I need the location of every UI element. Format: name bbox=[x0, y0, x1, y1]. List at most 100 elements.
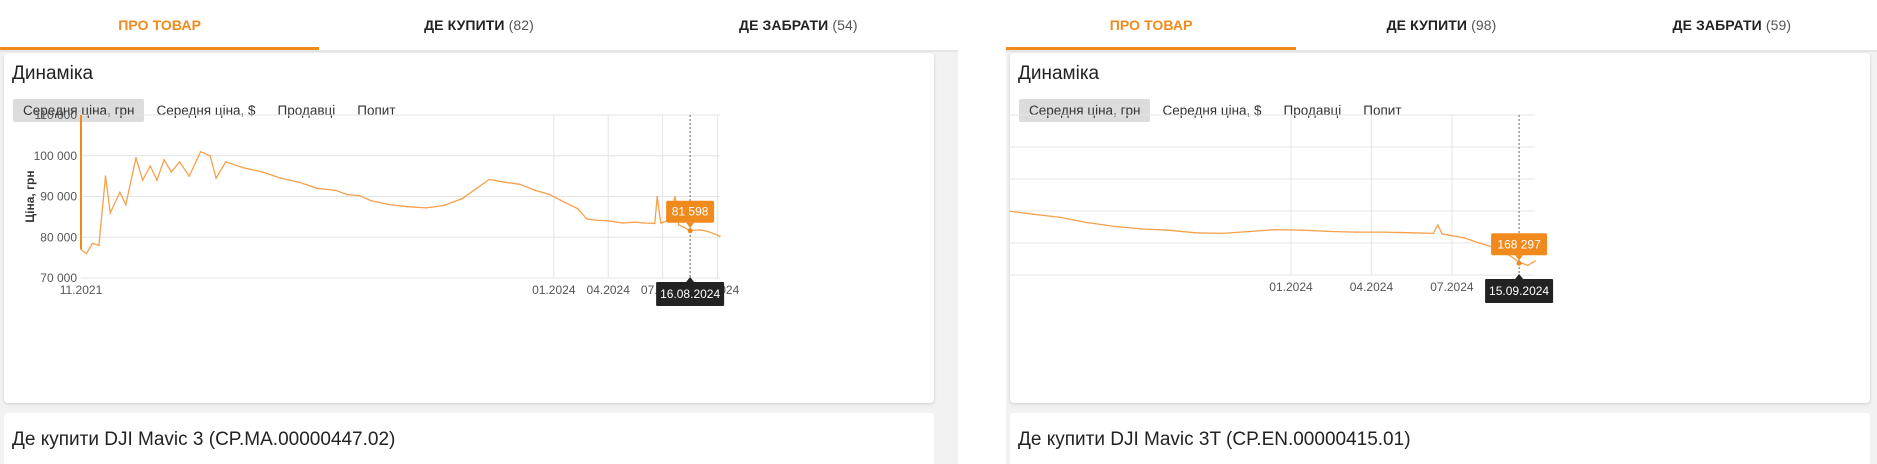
series-point bbox=[677, 224, 680, 226]
tab-count: (54) bbox=[832, 17, 858, 33]
series-point bbox=[548, 193, 551, 196]
series-point bbox=[1329, 230, 1332, 233]
series-line bbox=[80, 150, 721, 255]
y-tick-label: 80 000 bbox=[40, 230, 77, 244]
series-point bbox=[199, 150, 202, 153]
tab-count: (82) bbox=[508, 17, 534, 33]
tab-divider bbox=[0, 50, 958, 52]
series-point bbox=[1355, 231, 1358, 233]
series-point bbox=[388, 203, 391, 206]
dynamics-card: Динаміка Середня ціна, грн Середня ціна,… bbox=[4, 53, 934, 403]
series-point bbox=[1463, 237, 1466, 239]
series-point bbox=[461, 197, 464, 200]
series-point bbox=[358, 194, 361, 197]
where-to-buy-card: Де купити DJI Mavic 3T (CP.EN.00000415.0… bbox=[1010, 413, 1870, 464]
demand-button[interactable]: Попит bbox=[1363, 103, 1402, 118]
series-point bbox=[1059, 216, 1062, 219]
series-point bbox=[1113, 225, 1115, 228]
dynamics-card: Динаміка Середня ціна, грн Середня ціна,… bbox=[1010, 53, 1870, 403]
series-point bbox=[1275, 228, 1277, 231]
tab-where-to-buy[interactable]: ДЕ КУПИТИ (98) bbox=[1386, 17, 1497, 33]
avg-price-usd-button[interactable]: Середня ціна, $ bbox=[156, 103, 256, 118]
demand-button[interactable]: Попит bbox=[357, 103, 396, 118]
series-point bbox=[224, 161, 227, 163]
price-chart[interactable]: 150 000200 000250 000300 000350 000400 0… bbox=[1010, 53, 1870, 403]
date-tooltip-arrow bbox=[686, 277, 695, 282]
series-point bbox=[518, 183, 521, 186]
series-point bbox=[316, 187, 318, 190]
avg-price-uah-button[interactable]: Середня ціна, грн bbox=[1019, 99, 1151, 122]
series-point bbox=[406, 205, 409, 208]
price-chart[interactable]: 70 000 80 000 90 000 100 000 110 000 11.2021 0… bbox=[4, 53, 934, 403]
series-point bbox=[1534, 260, 1536, 262]
series-point bbox=[104, 175, 107, 177]
where-to-buy-card: Де купити DJI Mavic 3 (CP.MA.00000447.02… bbox=[4, 413, 934, 464]
series-point bbox=[170, 171, 173, 173]
x-tick-label: 01.2024 bbox=[532, 283, 576, 297]
value-tooltip-text: 168 297 bbox=[1497, 237, 1541, 251]
series-point bbox=[576, 207, 579, 210]
tab-about-product[interactable]: ПРО ТОВАР bbox=[1006, 0, 1297, 50]
y-tick-label: 70 000 bbox=[40, 271, 77, 285]
tab-bar: ПРО ТОВАР ДЕ КУПИТИ (82) ДЕ ЗАБРАТИ (54) bbox=[0, 0, 958, 50]
series-point bbox=[643, 222, 646, 224]
series-point bbox=[1441, 233, 1443, 235]
card-title: Динаміка bbox=[1018, 63, 1100, 84]
avg-price-uah-button[interactable]: Середня ціна, грн bbox=[13, 99, 145, 122]
chart-grid bbox=[81, 114, 720, 279]
value-tooltip bbox=[666, 200, 715, 223]
y-tick-label: 90 000 bbox=[40, 190, 77, 204]
series-point bbox=[370, 199, 372, 202]
tab-pickup[interactable]: ДЕ ЗАБРАТИ (59) bbox=[1672, 17, 1792, 33]
date-tooltip-arrow bbox=[1515, 274, 1524, 279]
tab-pickup[interactable]: ДЕ ЗАБРАТИ (54) bbox=[739, 17, 858, 33]
series-point bbox=[163, 159, 165, 161]
series-point bbox=[261, 171, 264, 173]
series-point bbox=[1167, 229, 1169, 231]
series-point bbox=[716, 234, 719, 237]
series-point bbox=[660, 222, 662, 224]
panel-gap bbox=[958, 0, 1006, 464]
series-point bbox=[125, 203, 127, 206]
series-point bbox=[698, 229, 701, 231]
value-tooltip-text: 81 598 bbox=[672, 205, 709, 219]
tab-about-product[interactable]: ПРО ТОВАР bbox=[0, 0, 320, 50]
x-tick-label: 01.2024 bbox=[1269, 280, 1313, 294]
where-to-buy-title: Де купити DJI Mavic 3 (CP.MA.00000447.02… bbox=[12, 429, 396, 450]
date-tooltip bbox=[656, 282, 725, 306]
series-line bbox=[1010, 210, 1536, 267]
series-point bbox=[488, 178, 491, 181]
series-point bbox=[346, 193, 348, 196]
series-point bbox=[443, 204, 445, 207]
product-panel-right: ПРО ТОВАР ДЕ КУПИТИ (98) ДЕ ЗАБРАТИ (59) Д… bbox=[1006, 0, 1877, 464]
series-point bbox=[674, 195, 676, 198]
sellers-button[interactable]: Продавці bbox=[277, 103, 336, 118]
tab-where-to-buy[interactable]: ДЕ КУПИТИ (82) bbox=[424, 17, 534, 33]
metric-switcher: Середня ціна, грн Середня ціна, $ Продав… bbox=[1019, 99, 1414, 122]
series-point bbox=[1436, 224, 1439, 226]
highlight-point bbox=[1516, 260, 1522, 266]
sellers-button[interactable]: Продавці bbox=[1283, 103, 1342, 118]
tab-count: (59) bbox=[1765, 17, 1792, 33]
series-point bbox=[188, 175, 190, 177]
value-tooltip-arrow bbox=[686, 222, 695, 228]
series-point bbox=[585, 218, 588, 220]
series-point bbox=[1139, 228, 1142, 230]
series-point bbox=[719, 235, 721, 238]
series-point bbox=[654, 222, 656, 225]
y-tick-label: 100 000 bbox=[34, 149, 78, 163]
value-tooltip bbox=[1491, 233, 1548, 256]
series-point bbox=[215, 177, 217, 179]
value-tooltip-arrow bbox=[1515, 255, 1524, 261]
series-point bbox=[334, 189, 337, 192]
highlight-point bbox=[687, 228, 693, 234]
card-title: Динаміка bbox=[12, 63, 94, 84]
series-point bbox=[1478, 242, 1481, 244]
series-point bbox=[656, 195, 659, 198]
series-point bbox=[607, 220, 610, 222]
product-panel-left: ПРО ТОВАР ДЕ КУПИТИ (82) ДЕ ЗАБРАТИ (54) Д… bbox=[0, 0, 958, 464]
date-tooltip-text: 15.09.2024 bbox=[1489, 284, 1549, 298]
avg-price-usd-button[interactable]: Середня ціна, $ bbox=[1162, 103, 1262, 118]
series-point bbox=[279, 177, 282, 179]
series-point bbox=[80, 248, 82, 251]
